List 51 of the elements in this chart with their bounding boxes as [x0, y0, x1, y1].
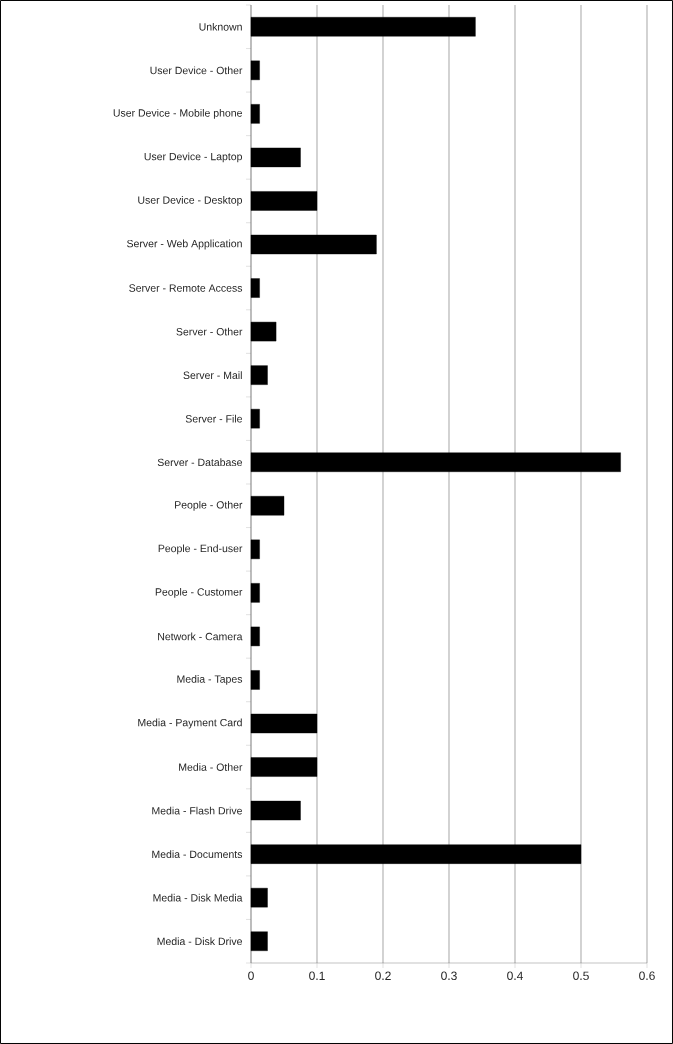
- bar: [250, 539, 260, 560]
- bar: [250, 583, 260, 603]
- y-tick-label: Media - Disk Media: [153, 893, 243, 902]
- y-tick-label: Server - File: [185, 414, 242, 423]
- bar: [250, 17, 476, 37]
- bar: [250, 408, 260, 429]
- y-tick-label: Media - Flash Drive: [152, 806, 242, 815]
- bar: [250, 191, 318, 211]
- bar: [250, 452, 621, 472]
- x-tick-label: 0.1: [309, 971, 325, 981]
- y-tick-label: Server - Web Application: [127, 239, 242, 250]
- y-tick-label: Media - Tapes: [177, 675, 243, 685]
- bar: [250, 234, 377, 255]
- y-tick-label: Unknown: [199, 22, 242, 31]
- bar: [250, 147, 301, 168]
- y-tick-label: Network - Camera: [158, 632, 243, 641]
- y-tick-label: Server - Other: [176, 327, 243, 336]
- y-tick-label: User Device - Desktop: [138, 196, 243, 206]
- y-tick-label: User Device - Other: [150, 66, 243, 75]
- y-tick-label: Media - Other: [179, 763, 243, 771]
- bar: [250, 844, 582, 864]
- bar: [250, 713, 318, 734]
- y-tick-label: Media - Disk Drive: [157, 937, 242, 946]
- x-tick-label: 0: [248, 971, 254, 981]
- x-tick-label: 0.5: [573, 971, 589, 981]
- bar: [250, 60, 260, 81]
- y-tick-label: Server - Database: [157, 458, 242, 467]
- y-tick-label: Server - Mail: [183, 371, 242, 379]
- bar: [250, 757, 318, 777]
- x-tick-label: 0.3: [441, 971, 457, 981]
- bar: [250, 321, 277, 342]
- bar: [250, 800, 301, 821]
- x-tick-label: 0.4: [507, 971, 523, 981]
- bar: [250, 931, 268, 951]
- y-tick-label: People - End-user: [158, 544, 243, 555]
- y-tick-label: People - Other: [175, 500, 243, 511]
- bar: [250, 104, 260, 124]
- y-tick-label: User Device - Laptop: [144, 152, 243, 163]
- bar: [250, 278, 260, 298]
- x-tick-label: 0.2: [375, 971, 391, 981]
- bar: [250, 670, 260, 690]
- bar: [250, 365, 268, 385]
- bar: [250, 626, 260, 647]
- y-tick-label: User Device - Mobile phone: [113, 108, 242, 119]
- y-tick-label: Server - Remote Access: [129, 284, 243, 292]
- bar: [250, 496, 285, 516]
- bar: [250, 887, 268, 908]
- y-tick-label: People - Customer: [155, 587, 243, 598]
- x-tick-label: 0.6: [639, 971, 655, 981]
- y-tick-label: Media - Documents: [152, 850, 243, 858]
- y-tick-label: Media - Payment Card: [138, 718, 242, 729]
